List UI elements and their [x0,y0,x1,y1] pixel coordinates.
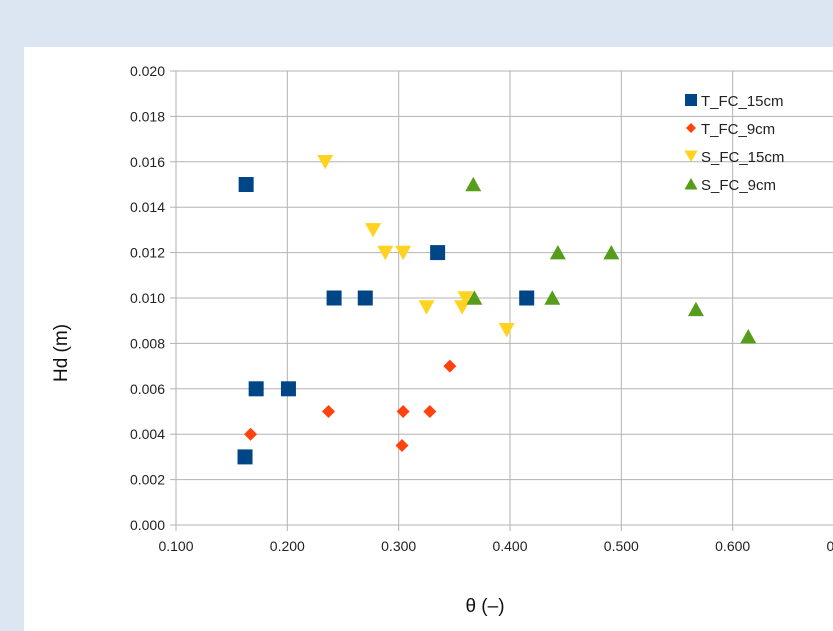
y-tick-label: 0.020 [130,63,165,79]
data-point [317,155,334,170]
x-tick-label: 0.200 [270,538,305,554]
data-point [519,290,535,306]
y-tick-label: 0.012 [130,245,165,261]
legend-item: S_FC_9cm [684,177,776,194]
legend-item: S_FC_15cm [684,149,784,166]
legend-label: S_FC_15cm [701,149,784,166]
y-axis-title: Hd (m) [51,324,72,382]
legend-label: T_FC_15cm [701,93,784,110]
x-axis-title: θ (–) [465,596,504,617]
legend-label: S_FC_9cm [701,177,776,194]
data-point [418,300,435,315]
x-tick-label: 0.400 [492,538,527,554]
data-point [238,177,254,192]
legend: T_FC_15cm T_FC_9cm S_FC_15cm S_FC_9cm [684,93,784,194]
data-point [396,405,410,418]
legend-marker [686,123,696,133]
axes: 0.000 0.002 0.004 0.006 0.008 0.010 0.012 0.014… [130,63,833,554]
grid-lines [175,70,833,531]
data-point [395,439,409,453]
x-tick-label: 0.700 [826,538,833,554]
x-tick-label: 0.500 [604,538,639,554]
data-point [466,290,483,305]
y-tick-label: 0.018 [130,108,165,124]
y-tick-label: 0.014 [130,199,165,215]
data-point [430,245,446,261]
data-point [498,322,515,338]
data-point [365,223,382,238]
legend-marker [684,150,698,163]
legend-marker [685,94,697,106]
data-point [377,245,394,261]
data-points [237,155,757,465]
data-point [687,301,704,317]
y-tick-label: 0.002 [130,472,165,488]
y-tick-label: 0.010 [130,290,165,306]
scatter-chart: 0.000 0.002 0.004 0.006 0.008 0.010 0.012 0.014… [51,63,833,617]
data-point [549,245,566,260]
data-point [457,291,474,306]
legend-marker [684,177,698,190]
chart-panel: 0.000 0.002 0.004 0.006 0.008 0.010 0.012 0.014… [24,47,833,631]
series-t-fc-15cm [237,177,535,465]
data-point [603,245,620,260]
data-point [740,328,757,344]
data-point [326,290,342,306]
data-point [248,381,264,397]
series-s-fc-9cm [465,176,757,344]
legend-label: T_FC_9cm [701,121,775,138]
data-point [443,359,457,373]
y-tick-label: 0.008 [130,335,165,351]
data-point [423,405,437,418]
data-point [357,290,373,306]
data-point [322,405,336,418]
data-point [280,381,296,397]
data-point [237,449,253,465]
data-point [244,427,258,441]
legend-item: T_FC_9cm [686,121,775,138]
data-point [395,245,412,261]
data-point [465,176,482,192]
series-t-fc-9cm [244,359,457,453]
y-tick-label: 0.016 [130,154,165,170]
legend-item: T_FC_15cm [685,93,784,110]
x-tick-label: 0.300 [381,538,416,554]
x-tick-label: 0.100 [158,538,193,554]
y-tick-label: 0.006 [130,381,165,397]
y-tick-label: 0.004 [130,426,165,442]
y-tick-label: 0.000 [130,517,165,533]
x-tick-label: 0.600 [715,538,750,554]
series-s-fc-15cm [317,155,515,338]
data-point [544,290,561,305]
